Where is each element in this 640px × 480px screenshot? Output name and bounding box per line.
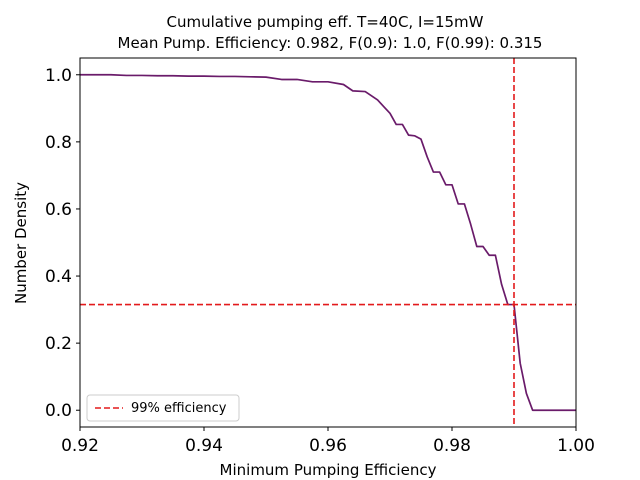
y-tick-label: 0.4 <box>45 267 72 287</box>
chart-title-line2: Mean Pump. Efficiency: 0.982, F(0.9): 1.… <box>118 34 543 52</box>
y-tick-label: 0.0 <box>45 401 72 421</box>
legend-frame <box>86 394 240 422</box>
x-axis-ticks: 0.92 0.94 0.96 0.98 1.00 <box>61 427 595 456</box>
x-axis-label: Minimum Pumping Efficiency <box>220 461 437 479</box>
y-axis-label: Number Density <box>12 182 30 304</box>
y-tick-label: 0.6 <box>45 200 72 220</box>
x-tick-label: 0.96 <box>309 436 347 456</box>
legend: 99% efficiency <box>86 394 240 422</box>
y-tick-label: 0.2 <box>45 334 72 354</box>
x-tick-label: 1.00 <box>557 436 595 456</box>
y-tick-label: 0.8 <box>45 133 72 153</box>
x-tick-label: 0.92 <box>61 436 99 456</box>
y-axis-ticks: 0.0 0.2 0.4 0.6 0.8 1.0 <box>45 66 80 421</box>
legend-label-99pct: 99% efficiency <box>131 401 227 416</box>
y-tick-label: 1.0 <box>45 66 72 86</box>
x-tick-label: 0.94 <box>185 436 223 456</box>
x-tick-label: 0.98 <box>433 436 471 456</box>
chart-title-line1: Cumulative pumping eff. T=40C, I=15mW <box>167 13 484 31</box>
plot-area <box>79 57 577 428</box>
series-line-0 <box>80 73 576 412</box>
axes-frame <box>79 57 577 428</box>
